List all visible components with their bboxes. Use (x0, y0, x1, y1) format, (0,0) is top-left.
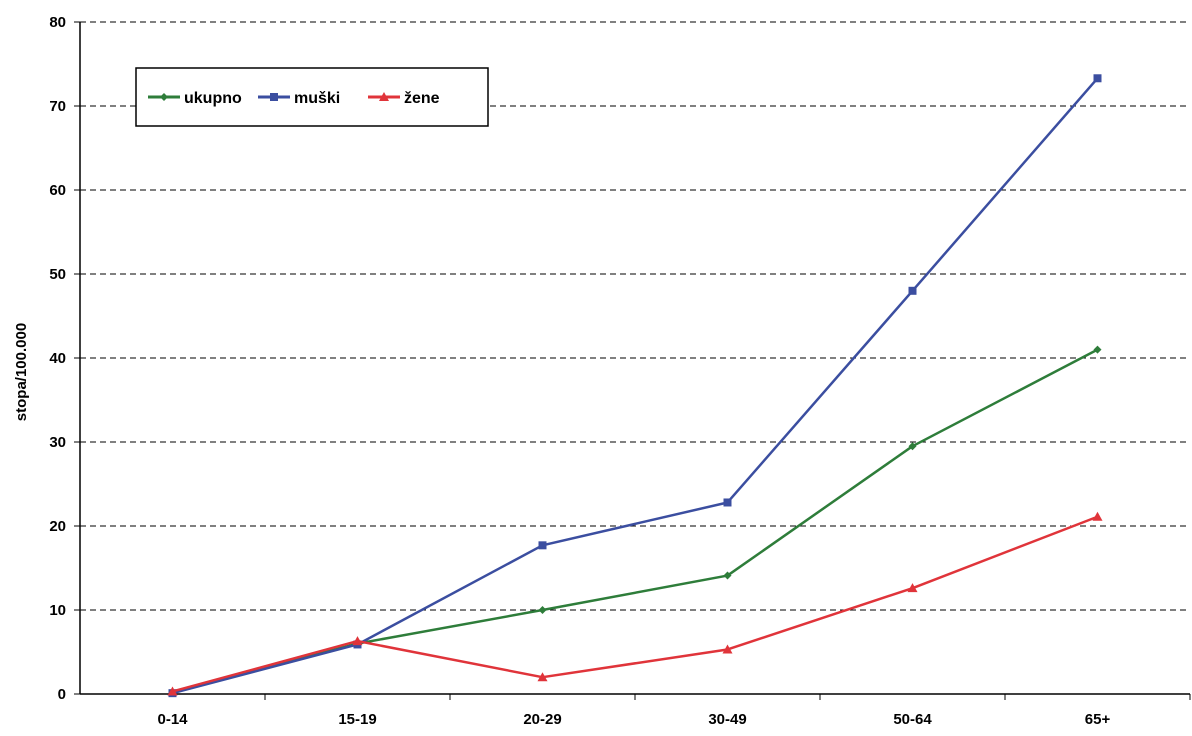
y-tick-label: 40 (49, 350, 66, 367)
y-tick-label: 30 (49, 434, 66, 451)
series-0 (168, 345, 1102, 697)
legend-swatch-marker (270, 93, 278, 101)
y-tick-label: 80 (49, 14, 66, 31)
data-point (907, 583, 918, 593)
legend-label: žene (404, 90, 440, 107)
data-point (908, 442, 917, 451)
data-point (722, 644, 733, 654)
data-point (723, 498, 732, 507)
series-layer (167, 74, 1103, 698)
x-tick-label: 15-19 (338, 711, 376, 728)
y-tick-label: 20 (49, 518, 66, 535)
legend-box (135, 67, 489, 127)
x-tick-label: 20-29 (523, 711, 561, 728)
legend: ukupno muški žene (135, 67, 489, 127)
axis-layer: 0 10 20 30 40 50 60 70 80 0-14 15-19 20-29 30-49 50-6… (49, 14, 1191, 728)
series-line (172, 77, 1099, 695)
legend-swatch-marker (379, 92, 389, 101)
y-tick-label: 10 (49, 602, 66, 619)
data-point (537, 672, 548, 682)
series-line (172, 348, 1099, 694)
data-point (1093, 74, 1102, 83)
x-tick-label: 50-64 (893, 711, 932, 728)
x-tick-label: 30-49 (708, 711, 746, 728)
y-tick-label: 60 (49, 182, 66, 199)
data-point (1093, 345, 1102, 354)
data-point (1092, 511, 1103, 521)
legend-label: ukupno (184, 90, 242, 107)
series-line (172, 515, 1098, 693)
x-tick-label: 65+ (1085, 711, 1111, 728)
series-2 (167, 511, 1103, 696)
series-1 (168, 74, 1102, 698)
legend-label: muški (294, 90, 340, 107)
x-tick-label: 0-14 (157, 711, 188, 728)
y-axis-title: stopa/100.000 (13, 323, 30, 421)
y-tick-label: 50 (49, 266, 66, 283)
y-tick-label: 0 (58, 686, 66, 703)
data-point (723, 571, 732, 580)
y-tick-label: 70 (49, 98, 66, 115)
data-point (908, 286, 917, 295)
data-point (538, 606, 547, 614)
data-point (538, 541, 547, 550)
data-point (352, 636, 363, 646)
legend-swatch-marker (160, 93, 168, 101)
data-point (167, 686, 178, 696)
